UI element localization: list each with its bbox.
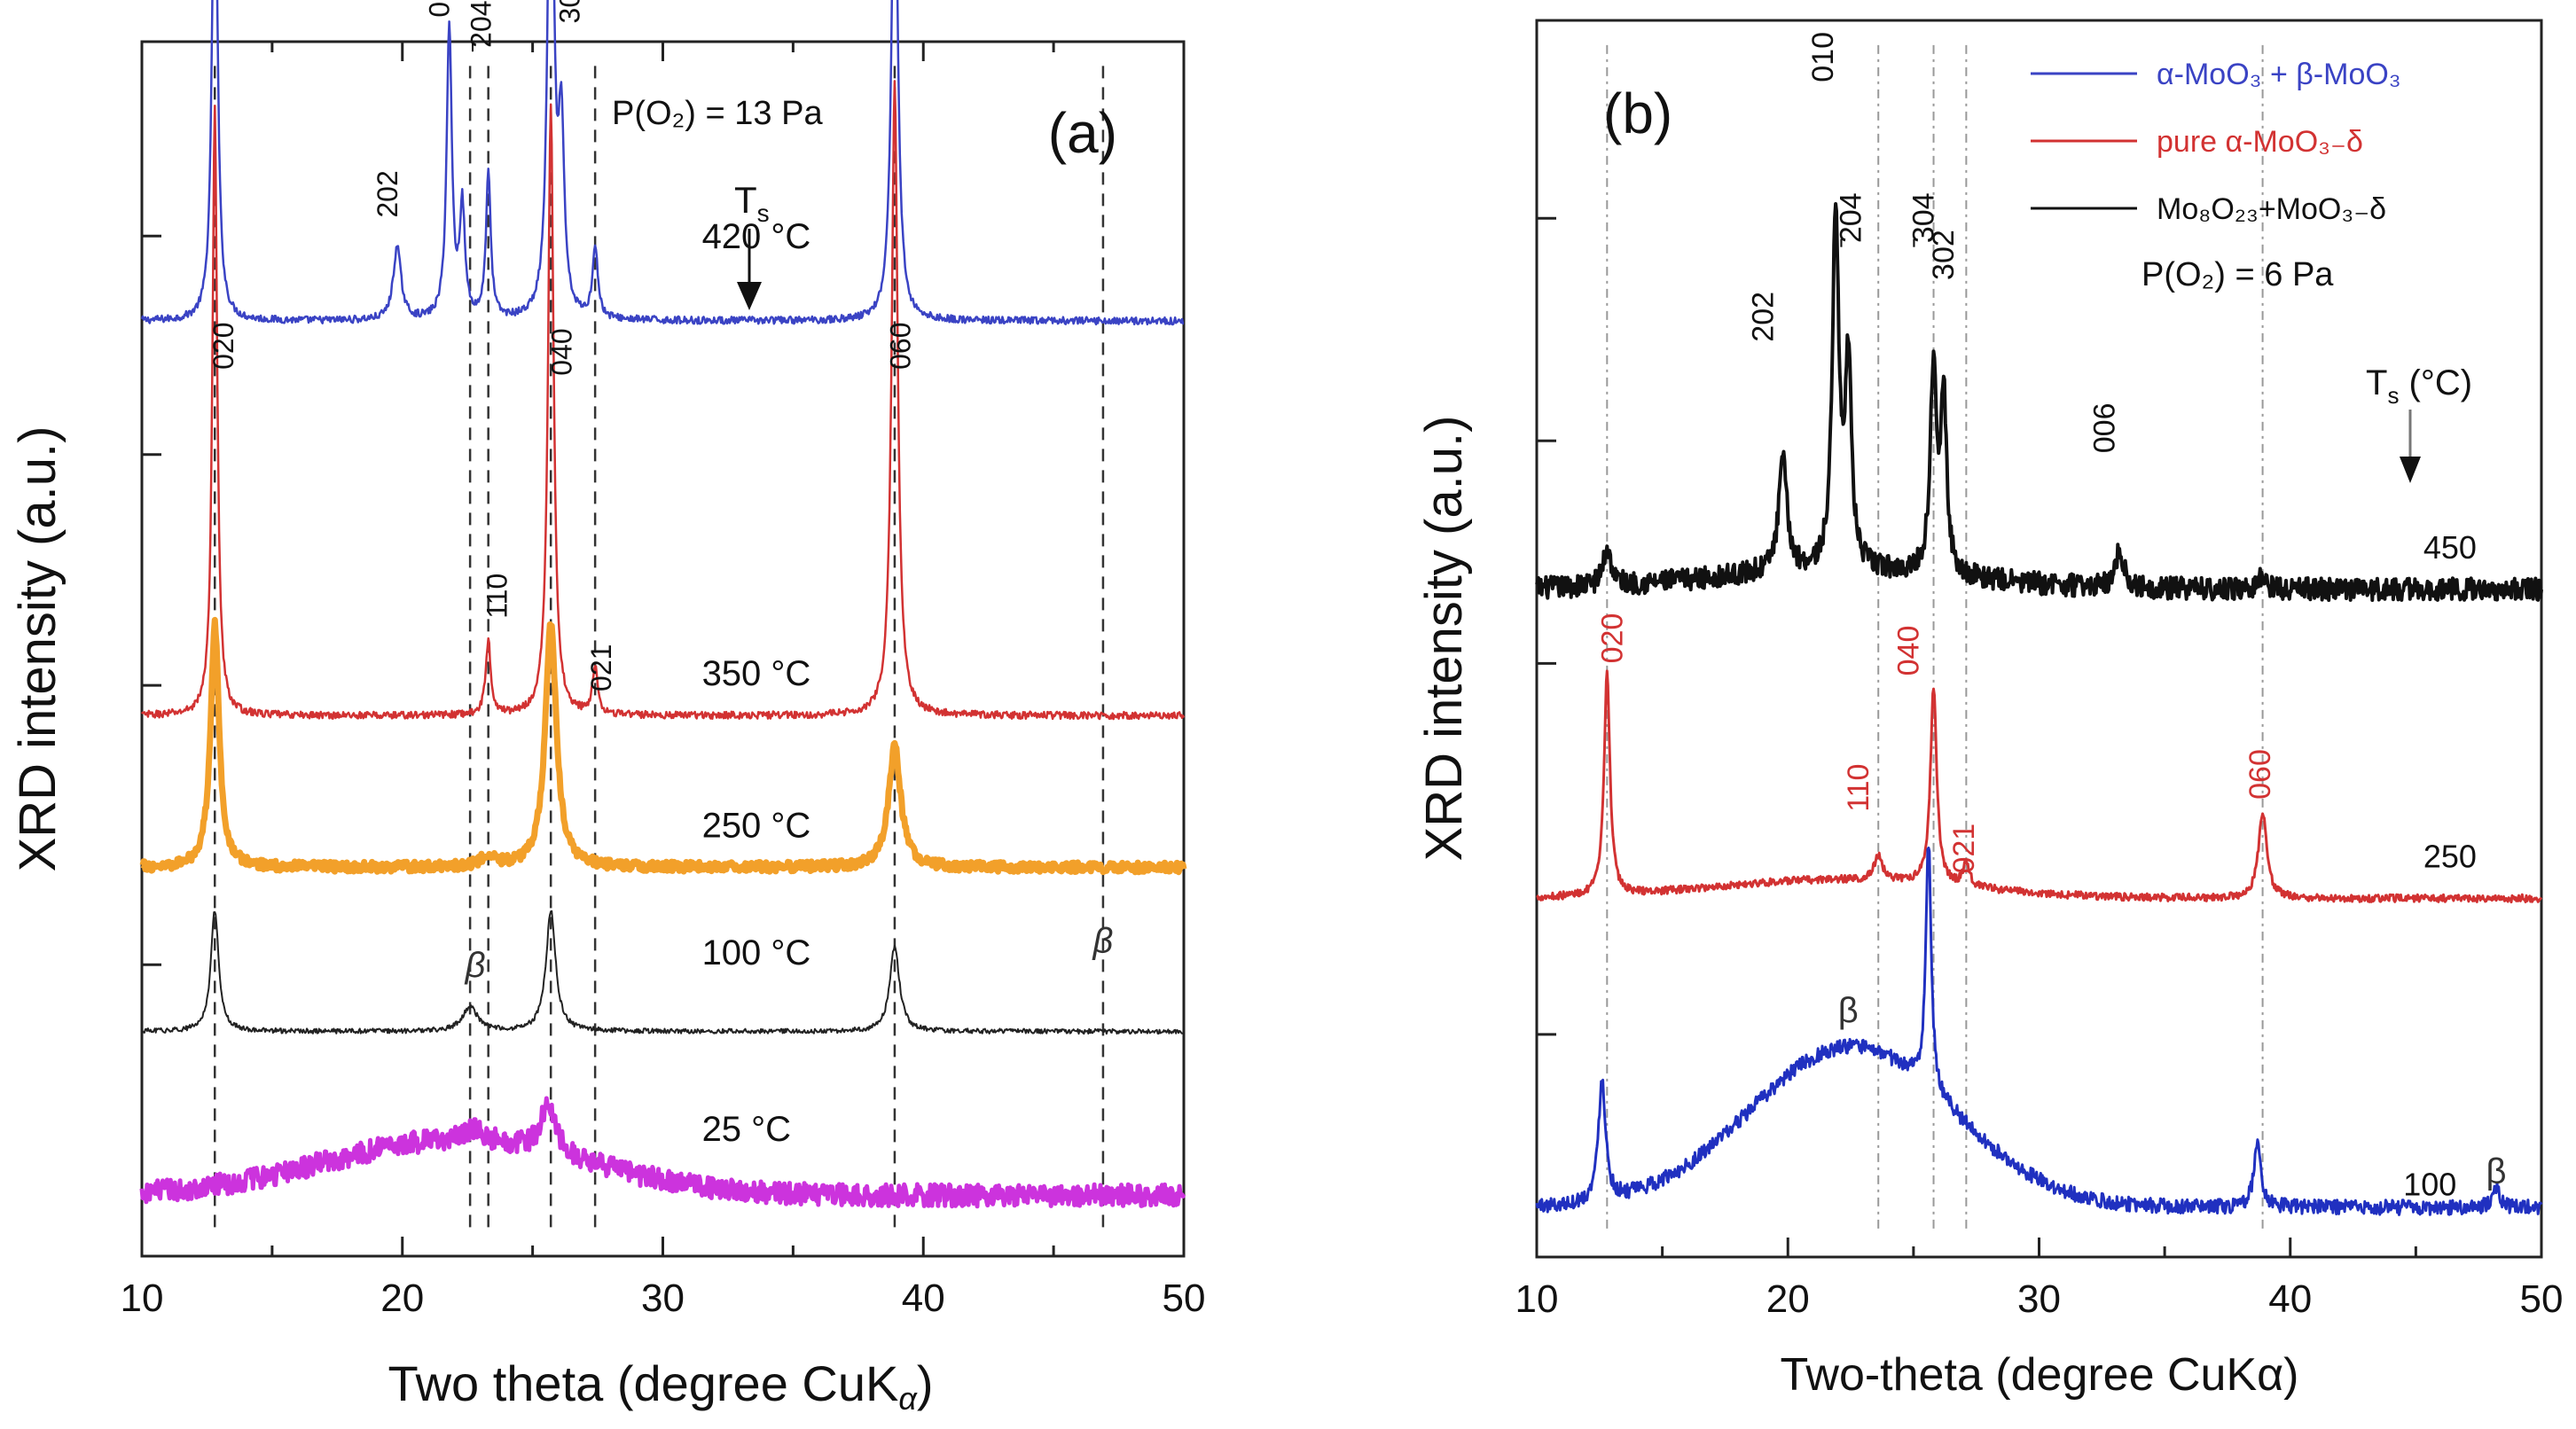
legend-label: Mo₈O₂₃+MoO₃₋δ bbox=[2157, 192, 2386, 226]
peak-label: 021 bbox=[585, 644, 617, 691]
x-tick-label: 10 bbox=[121, 1277, 164, 1320]
peak-label: 006 bbox=[2087, 403, 2121, 454]
temperature-label: 250 °C bbox=[702, 806, 811, 845]
series-line bbox=[141, 910, 1185, 1035]
peak-label: 010 bbox=[1806, 32, 1840, 82]
x-axis-title-a-main: Two theta (degree CuK bbox=[388, 1355, 898, 1411]
axis-ticks-b: 10 20 30 40 50 bbox=[1515, 216, 2564, 1321]
peak-label: ̄204 bbox=[466, 0, 497, 51]
peak-labels-a: 202 010̄204 302 020 040 060 110 021 420 °C 350 °C… bbox=[207, 0, 1114, 1149]
peak-label: 021 bbox=[1947, 824, 1981, 874]
legend-label: pure α-MoO₃₋δ bbox=[2157, 125, 2363, 159]
x-axis-title-a-end: ) bbox=[917, 1355, 934, 1411]
beta-label: β bbox=[1838, 991, 1859, 1030]
x-axis-title-b: Two-theta (degree CuKα) bbox=[1781, 1349, 2299, 1401]
ts-arrow-a bbox=[737, 229, 762, 310]
x-tick-label: 50 bbox=[1163, 1277, 1206, 1320]
series-line bbox=[1535, 847, 2543, 1216]
temperature-label: 100 °C bbox=[702, 933, 811, 972]
x-axis-title-a-sub: α bbox=[898, 1380, 918, 1417]
panel-label-a: (a) bbox=[1048, 101, 1117, 165]
temperature-label: 100 bbox=[2403, 1166, 2456, 1202]
series-b bbox=[1535, 202, 2543, 1216]
legend-b: α-MoO₃ + β-MoO₃ pure α-MoO₃₋δ Mo₈O₂₃+MoO₃₋… bbox=[2031, 58, 2401, 226]
series-line bbox=[141, 80, 1186, 721]
x-tick-label: 20 bbox=[1766, 1277, 1810, 1321]
axis-ticks-a: 10 20 30 40 50 bbox=[121, 42, 1206, 1320]
oxygen-pressure-a: P(O₂) = 13 Pa bbox=[612, 95, 823, 132]
oxygen-pressure-b: P(O₂) = 6 Pa bbox=[2141, 256, 2334, 293]
peak-label: 020 bbox=[207, 323, 239, 370]
plot-area-b bbox=[1535, 19, 2543, 1259]
peak-label: 010 bbox=[424, 0, 456, 18]
temperature-label: 250 bbox=[2423, 839, 2477, 875]
peak-label: 040 bbox=[546, 328, 578, 375]
temperature-label: 450 bbox=[2423, 529, 2477, 566]
y-axis-title-b: XRD intensity (a.u.) bbox=[1415, 416, 1473, 862]
ts-label-a: Ts bbox=[734, 179, 770, 227]
peak-label: 202 bbox=[372, 170, 403, 217]
peak-label: ̄204 bbox=[1834, 192, 1867, 247]
peak-label: 020 bbox=[1595, 613, 1629, 664]
beta-label: β bbox=[1092, 922, 1114, 961]
ts-label-sub-a: s bbox=[757, 199, 770, 227]
x-tick-label: 10 bbox=[1515, 1277, 1559, 1321]
ts-label-b: Ts (°C) bbox=[2366, 363, 2472, 409]
temperature-label: 25 °C bbox=[702, 1110, 792, 1149]
series-line bbox=[139, 1096, 1186, 1209]
x-tick-label: 50 bbox=[2520, 1277, 2564, 1321]
peak-label: 302 bbox=[1927, 230, 1961, 280]
series-line bbox=[1536, 669, 2543, 904]
reference-lines-a bbox=[214, 66, 1105, 1232]
peak-label: 110 bbox=[1842, 764, 1875, 812]
y-axis-title-a: XRD intensity (a.u.) bbox=[9, 426, 67, 872]
ts-label-unit-b: (°C) bbox=[2399, 363, 2472, 402]
ts-label-text-a: T bbox=[734, 179, 757, 221]
x-tick-label: 30 bbox=[2017, 1277, 2061, 1321]
x-tick-label: 40 bbox=[2268, 1277, 2312, 1321]
temperature-label: 420 °C bbox=[702, 217, 811, 256]
temperature-label: 350 °C bbox=[702, 654, 811, 693]
peak-label: 060 bbox=[2243, 749, 2277, 800]
peak-label: 040 bbox=[1892, 626, 1926, 676]
series-a bbox=[139, 0, 1187, 1209]
x-axis-title-a: Two theta (degree CuKα) bbox=[388, 1355, 933, 1417]
ts-label-text-b: T bbox=[2366, 363, 2387, 402]
beta-label: β bbox=[465, 946, 486, 985]
series-line bbox=[139, 616, 1187, 876]
panel-a: 10 20 30 40 50 202 010̄204 302 020 040 060 110 021 4… bbox=[9, 0, 1205, 1417]
plot-area-a bbox=[140, 40, 1186, 1258]
panel-label-b: (b) bbox=[1603, 82, 1672, 145]
series-line bbox=[1535, 202, 2543, 602]
peak-label: ̄304 bbox=[1907, 192, 1941, 247]
ts-arrow-b bbox=[2400, 410, 2421, 483]
legend-label: α-MoO₃ + β-MoO₃ bbox=[2157, 58, 2401, 91]
series-line bbox=[140, 0, 1185, 326]
x-tick-label: 20 bbox=[380, 1277, 424, 1320]
beta-label: β bbox=[2486, 1152, 2507, 1191]
x-tick-label: 40 bbox=[902, 1277, 945, 1320]
ts-label-sub-b: s bbox=[2387, 382, 2399, 409]
peak-label: 060 bbox=[885, 323, 917, 370]
x-tick-label: 30 bbox=[641, 1277, 685, 1320]
peak-label: 302 bbox=[554, 0, 586, 23]
peak-label: 110 bbox=[481, 574, 513, 619]
peak-label: 202 bbox=[1746, 292, 1780, 342]
